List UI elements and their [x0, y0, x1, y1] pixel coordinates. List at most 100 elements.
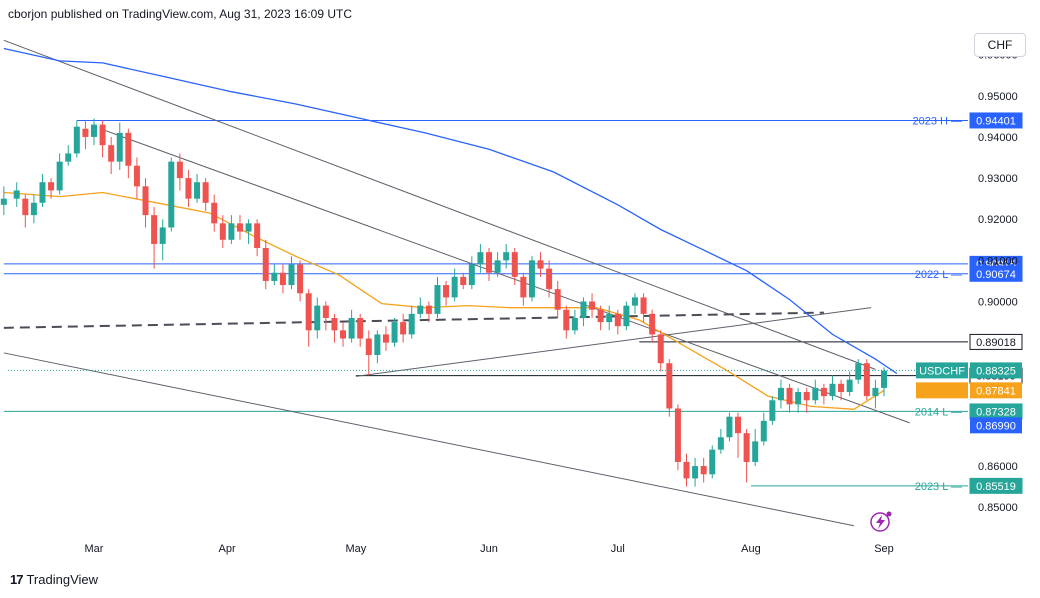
trendline — [355, 307, 872, 377]
candle-body — [872, 387, 879, 397]
candle-body — [477, 252, 484, 265]
candle-body — [374, 334, 381, 355]
x-tick-label: Jun — [480, 543, 498, 555]
level-value: 0.85519 — [976, 481, 1016, 493]
candle-body — [168, 161, 175, 228]
candle-body — [22, 198, 29, 216]
candle-body — [322, 305, 329, 318]
candle-body — [365, 338, 372, 355]
level-label: 2023 L — — [915, 481, 962, 493]
footer-brand[interactable]: 17 TradingView — [10, 572, 98, 587]
badge-value: 0.87841 — [976, 385, 1016, 397]
candle-body — [99, 124, 106, 146]
candle-body — [580, 301, 587, 318]
candle-body — [829, 383, 836, 397]
level-label: 2014 L — — [915, 406, 962, 418]
candle-body — [855, 363, 862, 380]
candle-body — [451, 276, 458, 298]
level-value: 0.90674 — [976, 269, 1016, 281]
candle-body — [176, 161, 183, 179]
x-tick-label: Mar — [85, 543, 104, 555]
lightning-dot — [886, 511, 892, 517]
candle-body — [838, 383, 845, 393]
level-badge — [969, 477, 1023, 494]
y-tick-label: 0.94000 — [978, 132, 1018, 144]
candle-body — [194, 182, 201, 199]
candle-body — [142, 186, 149, 216]
trendline — [3, 311, 824, 329]
candle-body — [631, 297, 638, 306]
candle-body — [228, 223, 235, 240]
candle-body — [546, 268, 553, 290]
candle-body — [820, 387, 827, 397]
candle-body — [48, 182, 55, 191]
candle-body — [777, 387, 784, 401]
candle-body — [606, 313, 613, 323]
x-tick-label: Sep — [874, 543, 894, 555]
badge-name-bg — [916, 382, 968, 399]
currency-button[interactable]: CHF — [974, 33, 1026, 57]
candle-body — [151, 215, 158, 244]
candle-body — [589, 301, 596, 310]
candle-body — [468, 264, 475, 286]
candle-body — [863, 363, 870, 397]
x-tick-label: Apr — [219, 543, 236, 555]
y-tick-label: 0.93000 — [978, 173, 1018, 185]
badge-name-bg — [916, 362, 968, 379]
candle-body — [348, 317, 355, 339]
candle-body — [391, 322, 398, 343]
level-label: 2022 L — — [915, 269, 962, 281]
candle-body — [554, 289, 561, 310]
candle-body — [760, 420, 767, 442]
trendline — [3, 352, 855, 527]
candle-body — [537, 260, 544, 269]
candle-body — [743, 433, 750, 462]
level-badge — [969, 112, 1023, 129]
candle-body — [795, 392, 802, 405]
y-tick-label: 0.90000 — [978, 297, 1018, 309]
candle-body — [717, 437, 724, 450]
candle-body — [271, 272, 278, 281]
candle-body — [649, 313, 656, 335]
candle-body — [683, 461, 690, 479]
y-tick-label: 0.85000 — [978, 502, 1018, 514]
badge-bg — [970, 417, 1022, 434]
candle-body — [846, 379, 853, 393]
x-tick-label: May — [346, 543, 367, 555]
candle-body — [486, 252, 492, 273]
lightning-icon[interactable] — [870, 511, 892, 532]
candle-body — [528, 260, 535, 298]
candle-body — [185, 178, 192, 199]
candle-body — [511, 252, 518, 277]
badge-bg — [970, 382, 1022, 399]
candle-body — [700, 466, 707, 475]
candle-body — [408, 313, 415, 335]
candle-body — [400, 322, 407, 335]
candle-body — [202, 182, 209, 203]
candles — [0, 118, 887, 487]
candle-body — [91, 124, 97, 137]
tradingview-logo-icon: 17 — [10, 572, 24, 587]
candle-body — [39, 182, 46, 203]
badge-value: 0.86990 — [976, 420, 1016, 432]
candle-body — [219, 223, 226, 240]
y-tick-label: 0.95000 — [978, 91, 1018, 103]
candle-body — [382, 334, 389, 343]
badge-bg — [970, 362, 1022, 379]
x-tick-label: Aug — [741, 543, 761, 555]
candle-body — [211, 202, 218, 224]
candle-body — [881, 370, 887, 388]
candle-body — [597, 309, 604, 323]
level-value: 0.87328 — [976, 406, 1016, 418]
candle-body — [752, 441, 759, 462]
candle-body — [769, 400, 776, 421]
candle-body — [13, 190, 20, 199]
candle-body — [279, 272, 286, 286]
candle-body — [245, 223, 252, 232]
candle-body — [657, 334, 664, 364]
candle-body — [812, 387, 819, 401]
trendline — [102, 129, 910, 424]
candle-body — [65, 153, 72, 162]
candle-body — [503, 252, 510, 261]
